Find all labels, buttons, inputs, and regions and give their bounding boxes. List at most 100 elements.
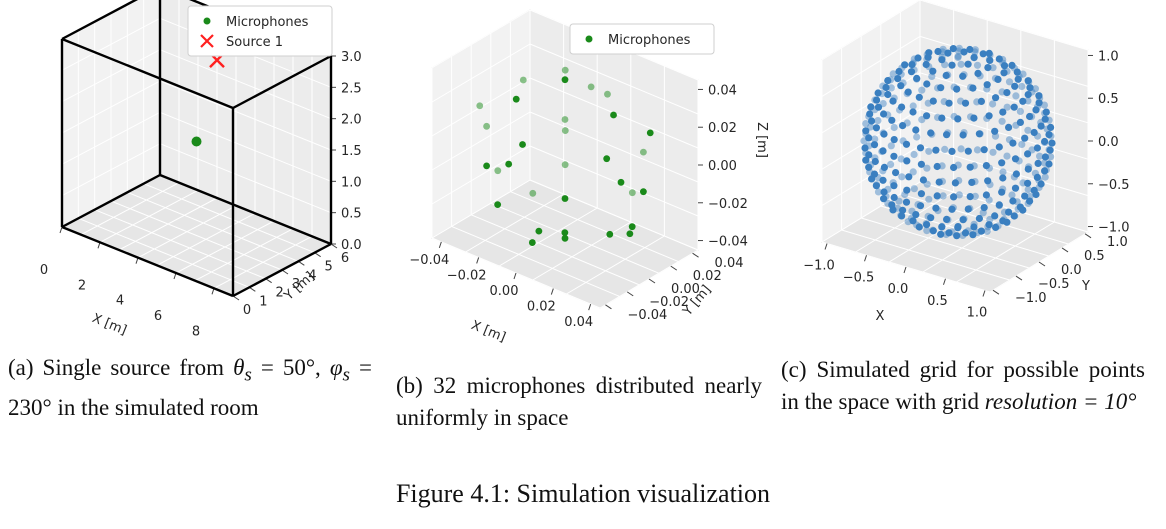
microphone-point [646,129,654,137]
c-x-tick [864,255,867,262]
grid-point [889,70,897,78]
grid-point [1026,197,1034,205]
grid-point [1033,173,1041,181]
microphone-point [561,116,569,123]
grid-point [969,231,977,239]
grid-line [919,108,1089,160]
grid-line [471,214,640,286]
b-y-tick [648,278,656,284]
grid-point [983,227,991,235]
grid-point [954,53,962,62]
grid-point [994,75,1002,83]
grid-line [159,49,332,120]
grid-point [933,192,941,200]
grid-point [949,45,957,53]
b-y-tick-label: 0.04 [715,256,744,271]
grid-point [998,117,1006,125]
microphone-point [587,83,595,91]
grid-point [973,146,982,154]
grid-point [1030,128,1038,137]
microphone-point [640,148,647,156]
grid-line [529,145,699,217]
grid-point [970,223,978,231]
grid-point [1010,103,1018,111]
grid-point [938,56,946,64]
x-axis-label: X [m] [469,318,508,345]
grid-point [923,112,931,120]
c-y-tick [1038,261,1046,267]
grid-point [880,110,888,118]
grid-point [884,90,892,99]
grid-point [865,151,873,159]
grid-point [938,114,946,122]
grid-line [159,143,332,214]
grid-point [999,174,1007,182]
grid-line [61,49,161,103]
grid-point [939,192,947,200]
a-y-tick-label: 4 [308,268,316,283]
c-x-tick [903,266,907,274]
grid-point [909,108,917,116]
grid-point [899,206,907,214]
grid-point [898,212,906,220]
grid-point [1016,118,1024,126]
a-z-tick-label: 1.5 [341,144,362,159]
grid-point [1041,153,1049,161]
grid-point [983,81,991,89]
microphone-point [628,223,636,231]
grid-point [872,182,881,190]
grid-line [431,43,531,103]
grid-point [1016,107,1024,115]
grid-point [985,221,993,229]
grid-point [1042,108,1050,116]
b-x-tick [476,257,480,264]
grid-point [927,129,935,137]
b-y-tick-label: −0.04 [627,308,667,323]
grid-point [1010,212,1018,220]
grid-point [916,202,925,210]
b-y-tick [670,265,678,271]
legend-marker-microphones [203,17,211,25]
c-x-tick [943,278,946,285]
grid-point [867,123,875,131]
grid-point [923,80,931,88]
grid-point [880,163,889,171]
grid-point [918,116,926,124]
y-axis-label: Y [1081,279,1090,294]
grid-point [908,61,916,69]
grid-point [995,143,1003,151]
y-axis-label: Y [m] [281,269,318,304]
c-z-tick-label: 0.5 [1098,92,1119,107]
b-x-tick [550,288,554,295]
grid-point [1035,99,1043,107]
grid-point [918,86,926,94]
grid-point [942,71,950,80]
grid-point [923,227,931,235]
grid-point [991,212,999,220]
grid-point [1005,208,1013,216]
grid-point [948,61,956,69]
c-y-tick-label: 1.0 [1107,235,1128,250]
microphone-point [561,229,569,237]
grid-point [954,52,962,60]
grid-point [925,147,933,155]
grid-point [909,217,917,225]
grid-point [917,190,926,198]
c-y-tick [1015,275,1023,281]
grid-point [874,188,883,196]
grid-line [510,191,679,263]
grid-point [901,61,909,69]
grid-point [874,117,882,125]
grid-point [960,48,968,56]
grid-point [902,140,911,148]
grid-point [892,169,900,177]
grid-point [959,216,967,224]
legend-label: Microphones [226,15,309,30]
grid-point [982,162,991,170]
microphone-point [610,111,617,119]
grid-point [903,186,911,194]
c-y-tick-label: 0.0 [1061,263,1082,278]
grid-point [984,64,992,72]
panel-c-grid-plot: −1.0−0.50.00.51.0−1.0−0.50.00.51.0−1.0−0… [803,0,1130,324]
